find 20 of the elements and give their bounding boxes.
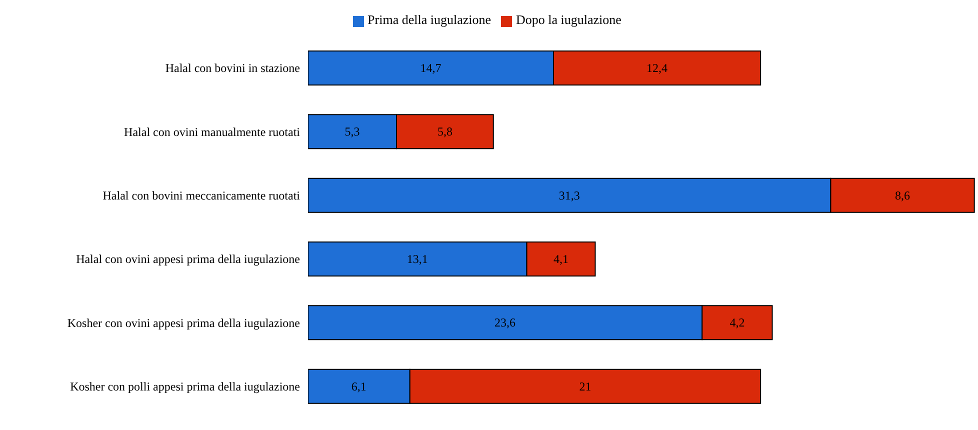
y-tick-label: Kosher con ovini appesi prima della iugulazione <box>67 316 300 330</box>
data-label: 4,1 <box>554 252 569 266</box>
legend-label: Prima della iugulazione <box>368 12 492 27</box>
data-label: 14,7 <box>420 61 442 75</box>
data-label: 4,2 <box>730 316 745 330</box>
y-tick-label: Halal con bovini meccanicamente ruotati <box>102 188 301 202</box>
y-tick-label: Halal con ovini appesi prima della iugulazione <box>76 252 300 266</box>
y-tick-label: Halal con ovini manualmente ruotati <box>124 124 301 139</box>
data-label: 31,3 <box>558 188 580 202</box>
data-label: 5,8 <box>437 124 452 139</box>
data-label: 21 <box>579 379 592 394</box>
data-label: 23,6 <box>494 316 516 330</box>
data-label: 6,1 <box>351 379 366 394</box>
y-tick-label: Kosher con polli appesi prima della iugulazione <box>70 379 300 394</box>
y-tick-label: Halal con bovini in stazione <box>165 61 300 76</box>
legend-label: Dopo la iugulazione <box>516 12 622 27</box>
data-label: 13,1 <box>406 252 428 266</box>
data-label: 12,4 <box>646 61 668 75</box>
data-label: 5,3 <box>344 124 360 139</box>
data-label: 8,6 <box>895 188 910 202</box>
